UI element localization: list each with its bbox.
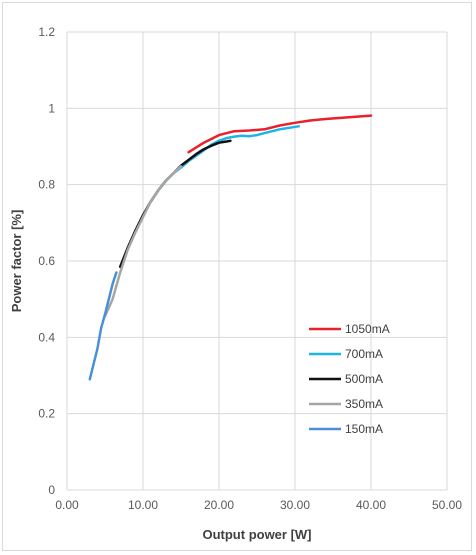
x-axis-title: Output power [W] xyxy=(202,527,311,542)
series-line-1050mA xyxy=(187,114,373,154)
legend: 1050mA 700mA 500mA 350mA 150mA xyxy=(309,322,390,436)
x-tick-label: 40.00 xyxy=(356,498,386,512)
x-tick-label: 50.00 xyxy=(432,498,462,512)
legend-label: 150mA xyxy=(345,422,383,436)
legend-label: 350mA xyxy=(345,397,383,411)
series-line-150mA xyxy=(88,271,118,381)
tick-labels: 0.00 10.00 20.00 30.00 40.00 50.00 0 0.2 0.4 0.6 0… xyxy=(38,25,462,512)
y-tick-label: 1 xyxy=(48,101,55,115)
power-factor-chart: 0.00 10.00 20.00 30.00 40.00 50.00 0 0.2 0.4 0.6 0… xyxy=(9,25,462,542)
y-tick-label: 1.2 xyxy=(38,25,55,39)
y-axis-title: Power factor [%] xyxy=(9,210,24,313)
y-tick-label: 0.6 xyxy=(38,254,55,268)
legend-label: 1050mA xyxy=(345,322,390,336)
series-line-350mA xyxy=(103,165,183,318)
series-lines xyxy=(88,114,373,381)
y-tick-label: 0.4 xyxy=(38,330,55,344)
x-tick-label: 30.00 xyxy=(280,498,310,512)
x-tick-label: 20.00 xyxy=(204,498,234,512)
legend-label: 500mA xyxy=(345,372,383,386)
legend-label: 700mA xyxy=(345,347,383,361)
series-line-700mA xyxy=(149,125,301,204)
series-line-500mA xyxy=(118,139,232,268)
y-tick-label: 0 xyxy=(48,483,55,497)
y-tick-label: 0.8 xyxy=(38,178,55,192)
grid-lines xyxy=(66,31,448,491)
x-tick-label: 10.00 xyxy=(128,498,158,512)
x-tick-label: 0.00 xyxy=(55,498,79,512)
y-tick-label: 0.2 xyxy=(38,407,55,421)
chart-frame: 0.00 10.00 20.00 30.00 40.00 50.00 0 0.2 0.4 0.6 0… xyxy=(2,2,472,551)
